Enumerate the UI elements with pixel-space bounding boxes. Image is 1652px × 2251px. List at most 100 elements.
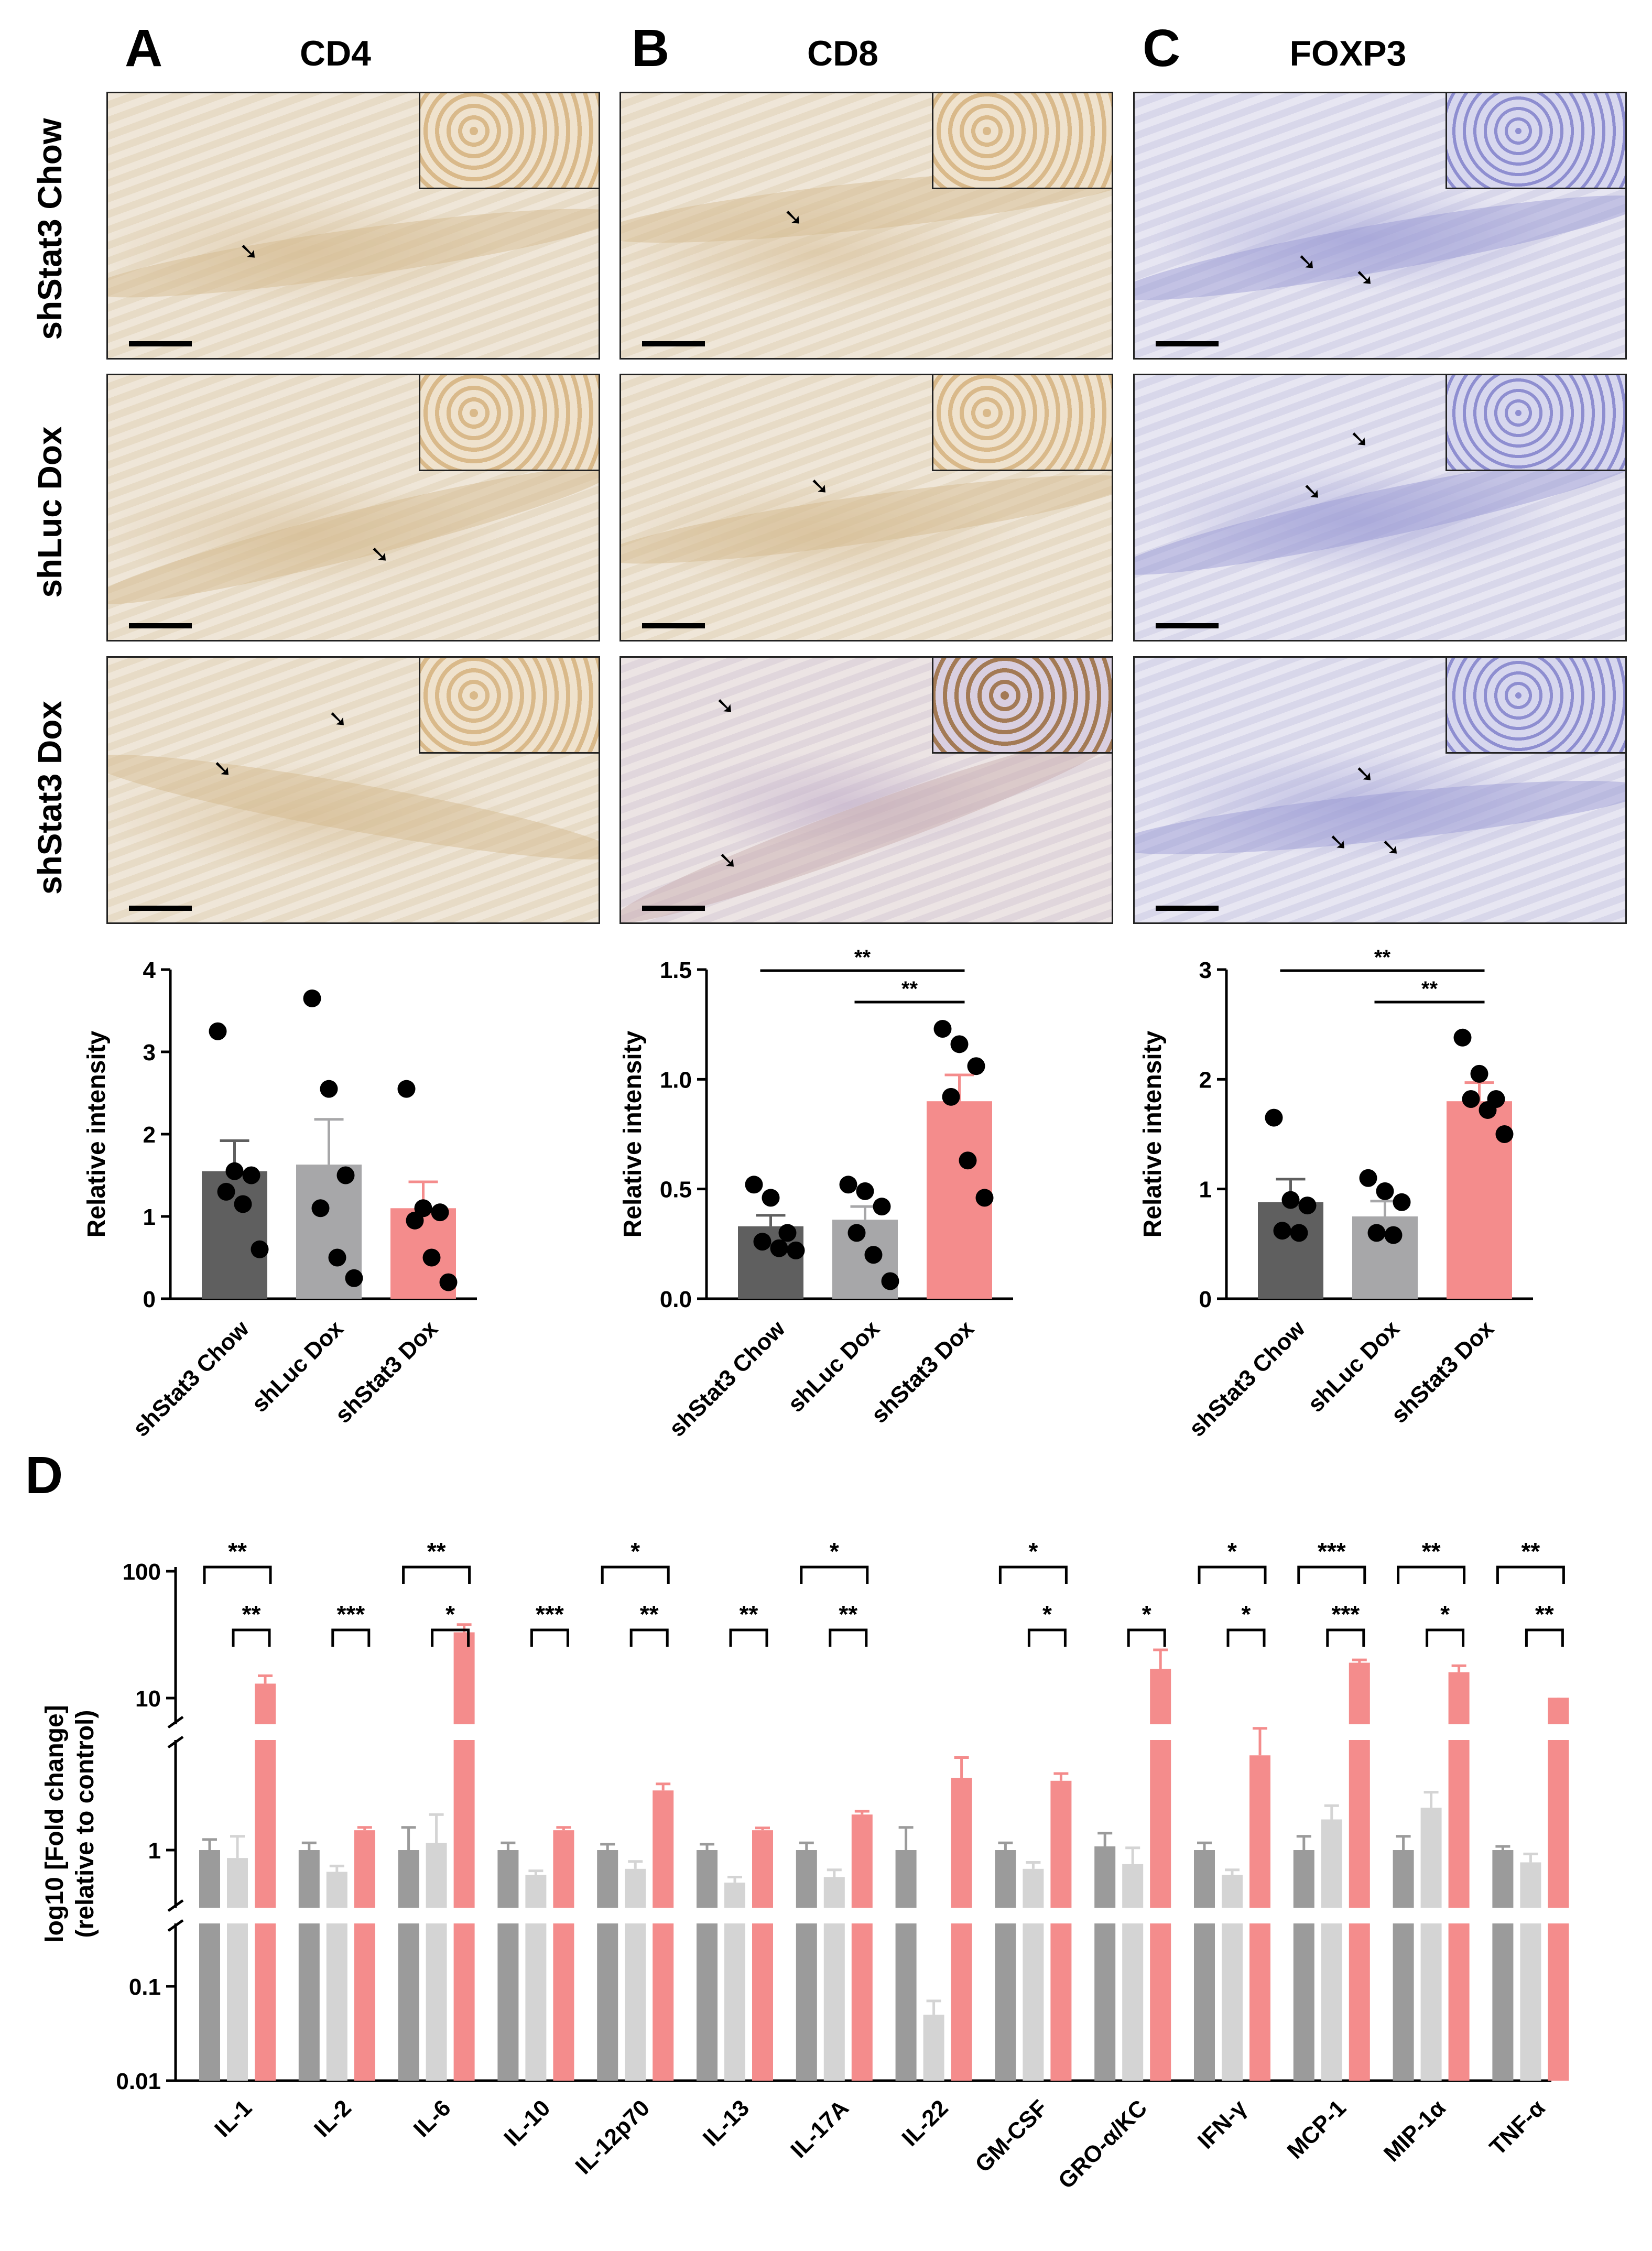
- significance-label: *: [1440, 1601, 1450, 1628]
- bar: [255, 1683, 276, 1724]
- x-tick-label: shLuc Dox: [1303, 1315, 1405, 1417]
- y-axis-label: Relative intensity: [619, 1030, 647, 1237]
- x-tick-label: TNF-α: [1485, 2095, 1550, 2160]
- axis-break-mark: [167, 1919, 184, 1932]
- x-tick-label: IL-22: [897, 2095, 953, 2151]
- bar: [1548, 1740, 1569, 1908]
- bar: [398, 1923, 419, 2081]
- bar: [752, 1923, 773, 2081]
- data-point: [1470, 1064, 1488, 1083]
- bar: [796, 1850, 817, 1908]
- micrograph-cd4-shstat3-dox: ➘ ➘: [106, 656, 600, 924]
- scale-bar: [129, 341, 192, 346]
- bar: [1050, 1780, 1072, 1908]
- data-point: [1281, 1191, 1300, 1209]
- bar: [227, 1923, 248, 2081]
- micrograph-inset: [1446, 93, 1625, 189]
- scale-bar: [642, 906, 705, 911]
- arrow-marker: ➘: [1350, 426, 1369, 452]
- data-point: [1479, 1101, 1497, 1119]
- significance-bracket: [232, 1628, 271, 1647]
- bar: [354, 1830, 375, 1908]
- axis-break-mark: [167, 1735, 184, 1749]
- bar: [298, 1923, 320, 2081]
- significance-label: **: [228, 1538, 247, 1565]
- arrow-marker: ➘: [239, 238, 258, 264]
- bar: [453, 1632, 475, 1724]
- bar: [697, 1923, 718, 2081]
- data-point: [422, 1248, 441, 1267]
- data-point: [856, 1182, 874, 1200]
- significance-bracket: [629, 1628, 669, 1647]
- bar: [1222, 1875, 1243, 1908]
- arrow-marker: ➘: [1329, 829, 1348, 855]
- x-tick-label: MCP-1: [1282, 2095, 1351, 2163]
- data-point: [959, 1151, 977, 1170]
- bar: [326, 1923, 347, 2081]
- y-tick-label: 10: [135, 1686, 161, 1712]
- data-point: [1462, 1090, 1480, 1108]
- data-point: [1393, 1193, 1411, 1211]
- data-point: [225, 1162, 244, 1180]
- significance-label: *: [1042, 1601, 1052, 1628]
- significance-bracket: [530, 1628, 569, 1647]
- bar: [597, 1923, 618, 2081]
- bar: [653, 1790, 674, 1908]
- micrograph-inset: [419, 375, 599, 471]
- bar: [1352, 1216, 1418, 1299]
- bar: [1520, 1923, 1541, 2081]
- data-point: [431, 1203, 449, 1222]
- column-title-cd4: CD4: [299, 34, 372, 73]
- bar: [426, 1923, 447, 2081]
- bar: [951, 1778, 972, 1908]
- data-point: [1495, 1125, 1514, 1143]
- bar: [326, 1872, 347, 1908]
- data-point: [1384, 1226, 1403, 1244]
- significance-label: ***: [1331, 1601, 1360, 1628]
- significance-label: **: [839, 1601, 857, 1628]
- data-point: [397, 1080, 416, 1098]
- bar: [995, 1923, 1016, 2081]
- y-tick-label: 0.1: [129, 1974, 161, 2000]
- significance-label: *: [1142, 1601, 1151, 1628]
- significance-bracket: [1496, 1565, 1565, 1584]
- y-tick-label: 2: [143, 1122, 156, 1148]
- significance-label: **: [854, 946, 871, 969]
- y-tick-label: 3: [143, 1040, 156, 1065]
- significance-bracket: [402, 1565, 471, 1584]
- y-tick-label: 1: [143, 1204, 156, 1230]
- data-point: [933, 1020, 952, 1038]
- data-point: [209, 1022, 227, 1040]
- bar: [1349, 1662, 1370, 1724]
- arrow-marker: ➘: [1297, 249, 1317, 275]
- data-point: [320, 1080, 338, 1098]
- data-point: [251, 1240, 269, 1258]
- bar: [724, 1883, 745, 1908]
- scale-bar: [129, 623, 192, 628]
- significance-label: **: [242, 1601, 261, 1628]
- bar: [851, 1814, 873, 1908]
- micrograph-cd8-shluc-dox: ➘: [620, 374, 1113, 641]
- y-axis-label: (relative to control): [71, 1710, 99, 1938]
- x-tick-label: shStat3 Dox: [1386, 1315, 1499, 1428]
- micrograph-inset: [932, 93, 1112, 189]
- y-axis-label: log10 [Fold change]: [41, 1705, 69, 1942]
- significance-label: **: [1421, 977, 1438, 1001]
- bar: [525, 1875, 547, 1908]
- data-point: [778, 1224, 797, 1242]
- y-tick-label: 1.0: [660, 1067, 692, 1093]
- micrograph-inset: [932, 375, 1112, 471]
- significance-label: *: [1227, 1538, 1237, 1565]
- bar: [525, 1923, 547, 2081]
- panel-letter-b: B: [632, 19, 670, 78]
- bar: [453, 1923, 475, 2081]
- panel-letter-a: A: [125, 19, 163, 78]
- bar: [1258, 1202, 1323, 1299]
- significance-label: **: [1374, 946, 1391, 969]
- scale-bar: [129, 906, 192, 911]
- bar: [1094, 1846, 1116, 1908]
- bar: [1420, 1808, 1442, 1908]
- significance-bracket: [1397, 1565, 1466, 1584]
- significance-label: **: [640, 1601, 659, 1628]
